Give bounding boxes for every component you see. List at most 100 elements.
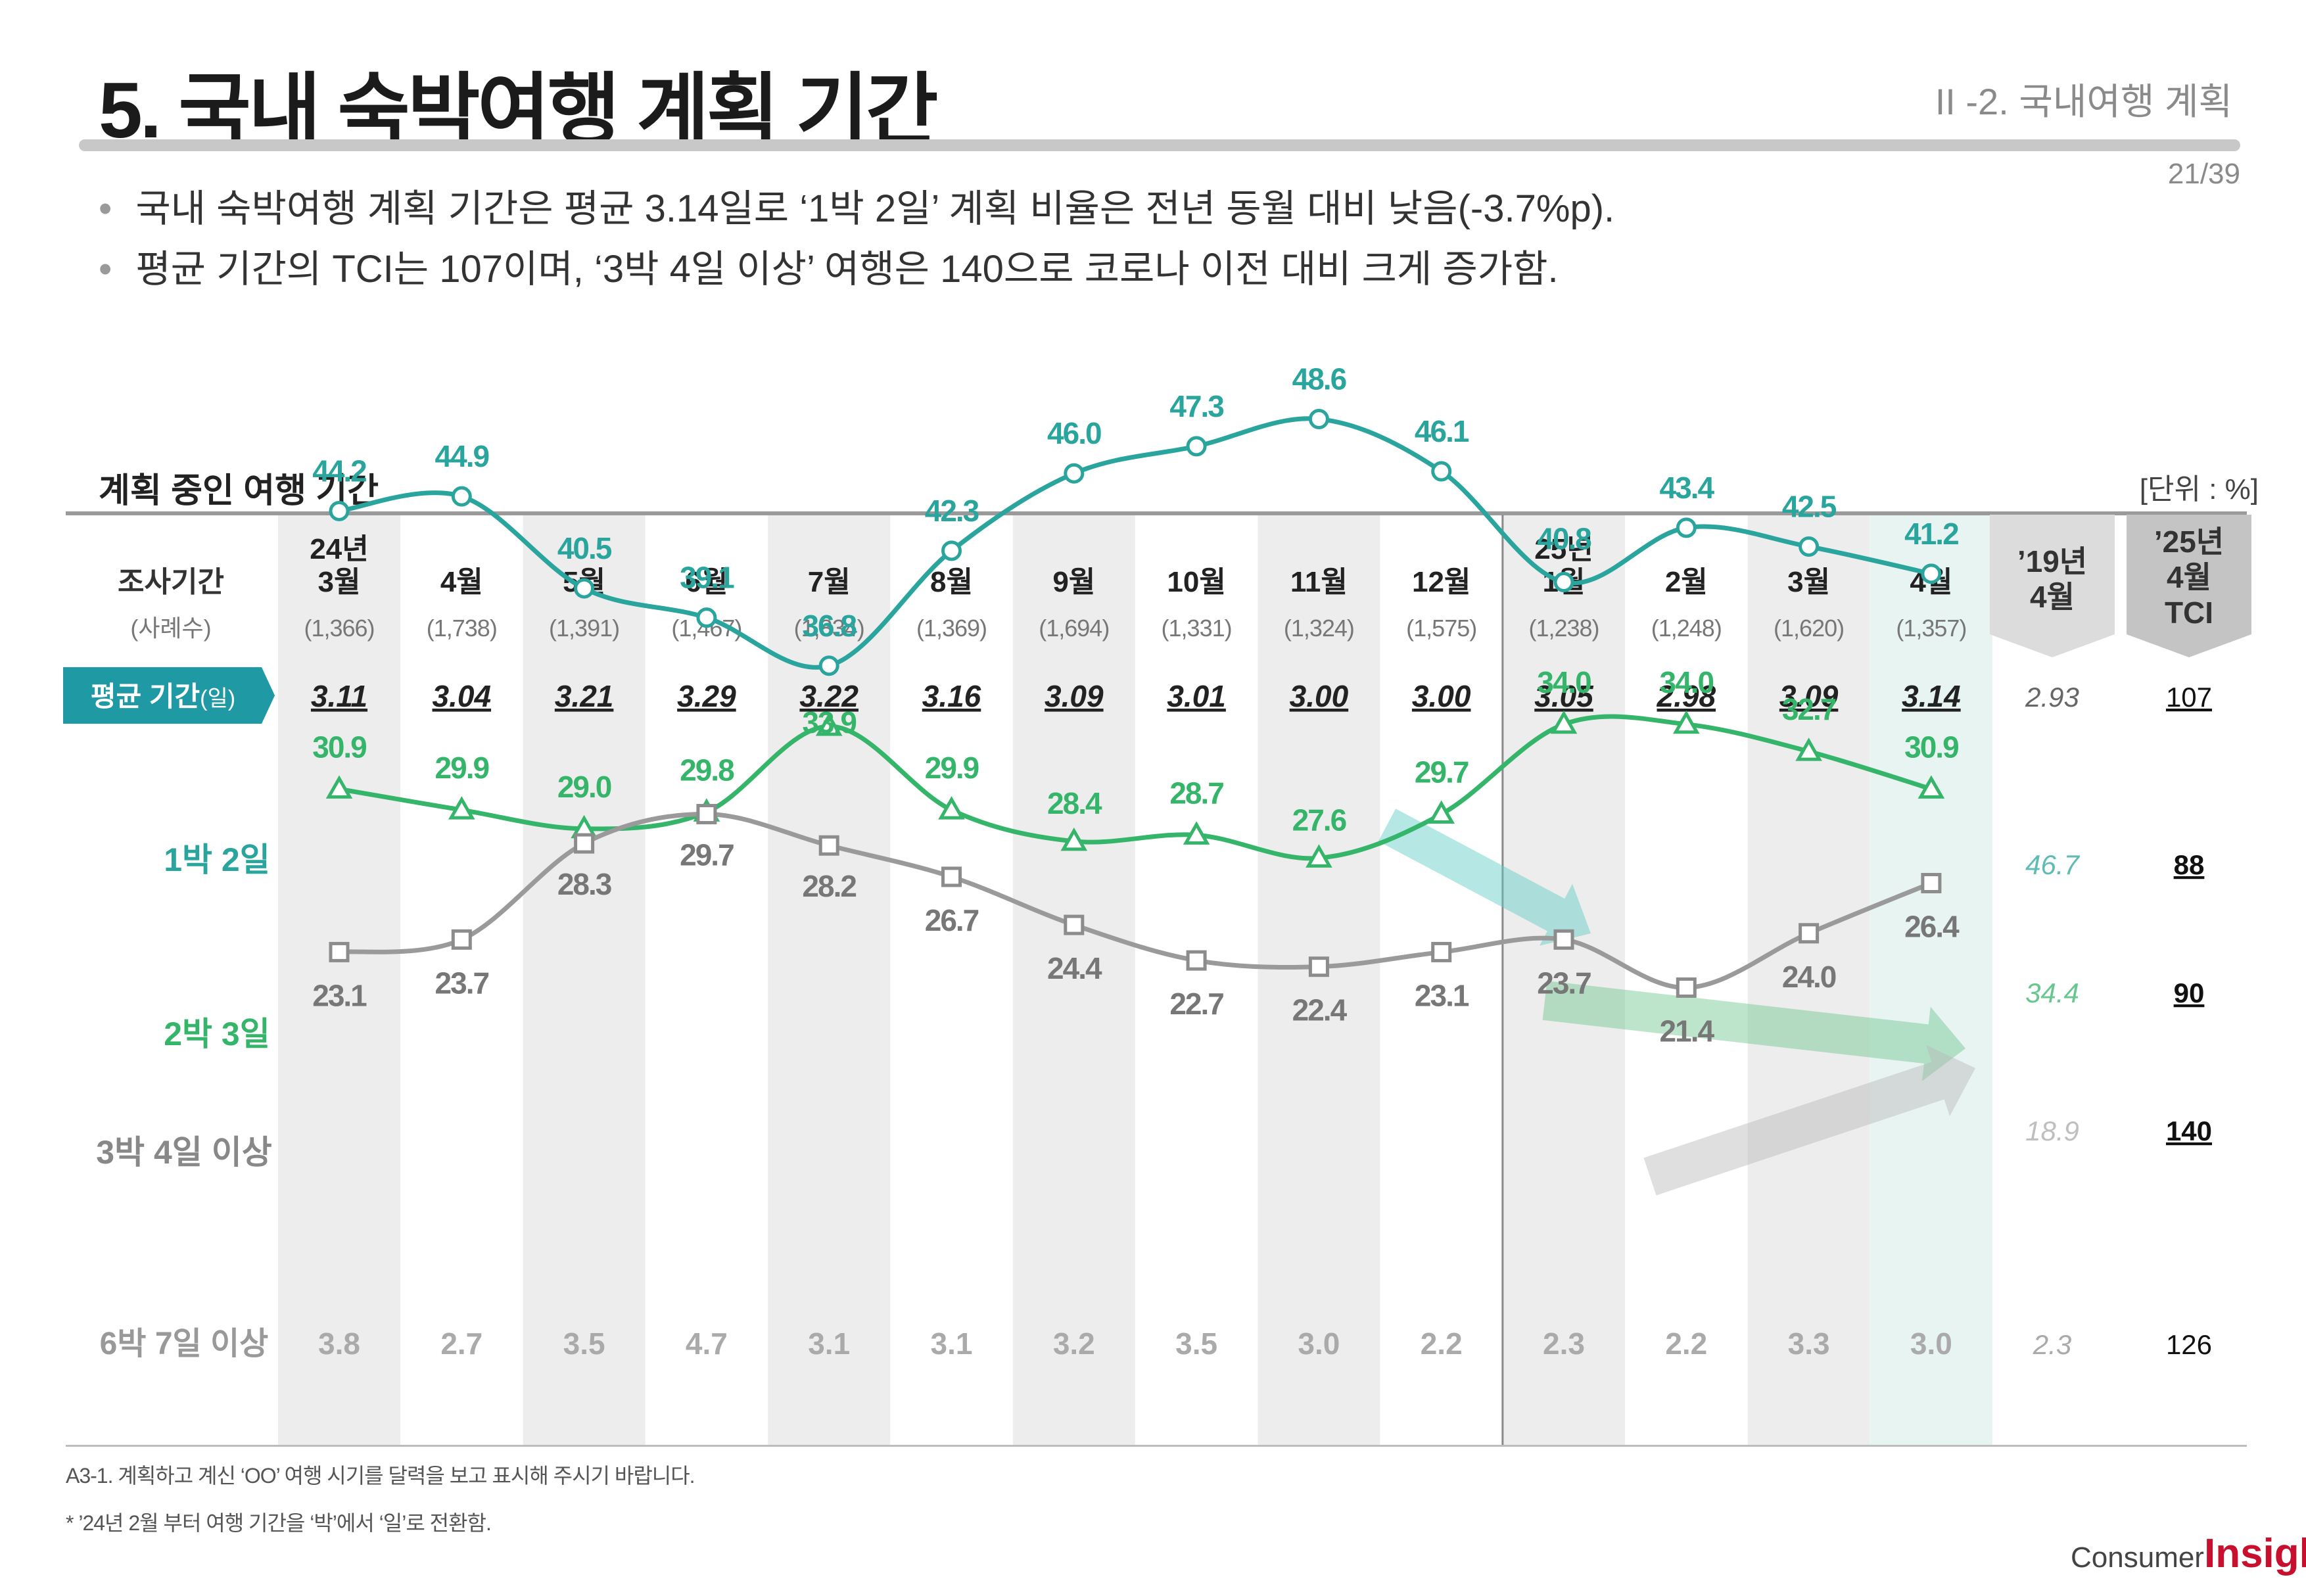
bullet-2-text: 평균 기간의 TCI는 107이며, ‘3박 4일 이상’ 여행은 140으로 …	[135, 248, 1559, 291]
data-point-square	[1308, 956, 1329, 977]
row-label-period: 조사기간	[118, 566, 224, 598]
x-tick-month: 2월	[1665, 566, 1708, 598]
data-point-circle	[451, 486, 472, 507]
section-label: II -2. 국내여행 계획	[1935, 81, 2232, 122]
series-label-2: 2박 3일	[164, 1016, 270, 1052]
case-count: (1,369)	[916, 615, 987, 642]
data-point-circle	[574, 578, 595, 599]
footnote-note: * ’24년 2월 부터 여행 기간을 ‘박’에서 ‘일’로 전환함.	[66, 1511, 492, 1535]
data-point-square	[1064, 914, 1085, 935]
data-point-square	[1553, 929, 1574, 950]
data-point-circle	[1921, 563, 1942, 584]
data-label: 34.0	[1660, 665, 1714, 699]
x-tick-year: 24년	[310, 533, 368, 565]
data-point-triangle	[1795, 738, 1822, 761]
x-tick-month: 4월	[440, 566, 483, 598]
data-label: 29.9	[435, 751, 489, 785]
long-stay-value: 3.5	[1175, 1326, 1217, 1361]
data-label: 42.5	[1782, 490, 1837, 524]
long-stay-tci: 126	[2166, 1329, 2212, 1360]
column-band-latest	[1870, 515, 1992, 1445]
data-point-square	[574, 833, 595, 854]
series-2019-value: 46.7	[2025, 849, 2080, 880]
bullet-dot-icon: •	[99, 248, 112, 291]
case-count: (1,620)	[1774, 615, 1844, 642]
series-line-1	[339, 416, 1932, 670]
data-label: 21.4	[1660, 1014, 1715, 1048]
series-label-3: 3박 4일 이상	[96, 1134, 271, 1171]
long-stay-2019: 2.3	[2033, 1329, 2071, 1360]
data-point-triangle	[1550, 710, 1578, 734]
avg-value: 2.98	[1657, 679, 1716, 713]
brand-logo: ConsumerInsight	[2071, 1530, 2306, 1577]
avg-value: 3.00	[1290, 679, 1349, 713]
avg-tag-arrow	[63, 667, 275, 724]
case-count: (1,694)	[1039, 615, 1109, 642]
case-count: (1,238)	[1528, 615, 1599, 642]
data-label: 32.7	[1782, 692, 1836, 726]
long-stay-value: 2.2	[1421, 1326, 1463, 1361]
x-tick-month: 6월	[685, 566, 728, 598]
footnote-question: A3-1. 계획하고 계신 ‘OO’ 여행 시기를 달력을 보고 표시해 주시기…	[66, 1464, 695, 1488]
data-label: 43.4	[1660, 471, 1715, 505]
chart-title: 계획 중인 여행 기간	[99, 472, 379, 510]
data-label: 29.8	[680, 753, 734, 787]
ref-2019-month: 4월	[2030, 580, 2075, 614]
data-label: 24.4	[1047, 951, 1102, 985]
case-count: (1,248)	[1651, 615, 1722, 642]
data-label: 28.4	[1047, 786, 1102, 820]
case-count: (1,834)	[794, 615, 864, 642]
data-point-circle	[1186, 436, 1207, 457]
data-point-square	[451, 929, 472, 950]
x-tick-year: 25년	[1534, 533, 1593, 565]
x-tick-month: 7월	[808, 566, 851, 598]
data-label: 26.4	[1904, 909, 1960, 943]
data-label: 44.2	[312, 454, 366, 488]
series-2019-value: 18.9	[2025, 1115, 2079, 1146]
long-stay-value: 3.0	[1910, 1326, 1952, 1361]
data-label: 29.7	[1415, 755, 1469, 789]
avg-value: 3.22	[799, 679, 859, 713]
case-count: (1,324)	[1284, 615, 1354, 642]
data-label: 39.1	[680, 561, 734, 595]
long-stay-value: 4.7	[686, 1326, 728, 1361]
series-label-1: 1박 2일	[164, 841, 270, 878]
highlight-arrow-3bak	[1643, 1044, 1975, 1196]
long-stay-value: 2.2	[1665, 1326, 1707, 1361]
data-point-square	[696, 804, 717, 825]
ref-tci-header-bg	[2127, 515, 2251, 657]
data-point-square	[1799, 923, 1820, 944]
data-label: 27.6	[1292, 803, 1346, 837]
bullet-1-text: 국내 숙박여행 계획 기간은 평균 3.14일로 ‘1박 2일’ 계획 비율은 …	[135, 187, 1615, 230]
data-label: 26.7	[925, 903, 979, 937]
data-label: 40.8	[1537, 522, 1591, 556]
long-stay-value: 3.5	[563, 1326, 605, 1361]
column-band	[768, 515, 891, 1445]
ref-tci-year: ’25년	[2154, 525, 2224, 559]
column-band	[1747, 515, 1870, 1445]
highlight-arrow-1bak	[1378, 809, 1591, 946]
x-tick-month: 8월	[930, 566, 973, 598]
data-label: 41.2	[1904, 517, 1958, 551]
x-tick-month: 12월	[1412, 566, 1471, 598]
x-tick-month: 9월	[1052, 566, 1095, 598]
data-label: 33.9	[802, 705, 856, 739]
data-point-circle	[1676, 517, 1697, 538]
data-label: 30.9	[312, 730, 366, 764]
column-band	[1503, 515, 1625, 1445]
data-point-circle	[329, 500, 350, 521]
highlight-arrow-2bak	[1542, 981, 1965, 1081]
data-point-square	[329, 941, 350, 962]
data-label: 23.1	[1415, 978, 1469, 1012]
data-label: 28.2	[802, 869, 856, 903]
data-label: 46.1	[1415, 414, 1469, 448]
data-point-circle	[941, 540, 962, 561]
data-point-triangle	[1428, 800, 1455, 824]
ref-tci-month: 4월	[2167, 560, 2211, 594]
data-point-square	[1186, 950, 1207, 971]
data-label: 36.8	[802, 609, 857, 643]
avg-value: 3.01	[1167, 679, 1226, 713]
data-label: 29.0	[557, 770, 611, 804]
data-point-triangle	[1672, 710, 1700, 734]
